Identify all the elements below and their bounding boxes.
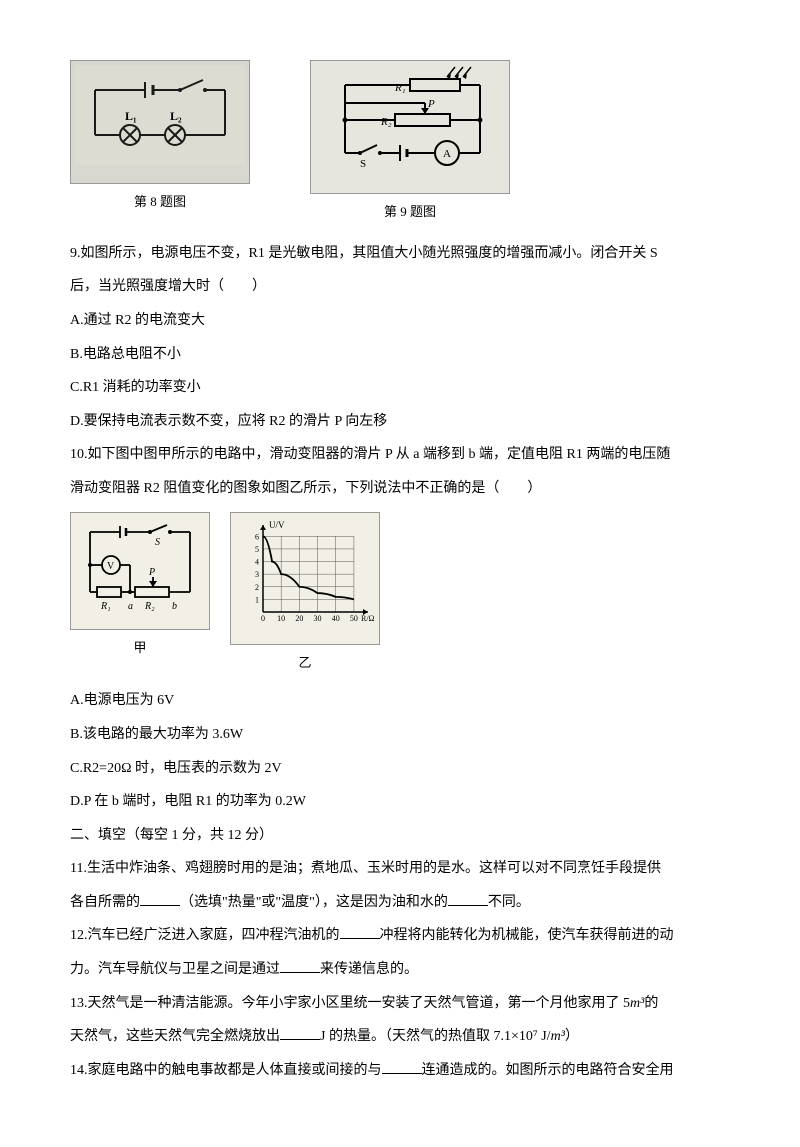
label-S10: S [155,537,160,548]
q13-p2a: 天然气，这些天然气完全燃烧放出 [70,1029,280,1044]
label-P: P [427,98,435,110]
q13-line2: 天然气，这些天然气完全燃烧放出 J 的热量。（天然气的热值取 7.1×10⁷ J/… [70,1020,730,1054]
label-R2b: R₂ [144,601,155,612]
svg-text:2: 2 [255,582,259,591]
q9-stem-2: 后，当光照强度增大时（ ） [70,270,730,304]
q11-p2a: 各自所需的 [70,895,140,910]
q11-p2c: 不同。 [488,895,530,910]
q10-opt-c: C.R2=20Ω 时，电压表的示数为 2V [70,752,730,786]
label-V: V [107,561,115,572]
q10-opt-b: B.该电路的最大功率为 3.6W [70,718,730,752]
figures-8-9: L₁ L₂ 第 8 题图 R₁ [70,60,730,227]
chart-caption-left: 甲 [70,632,210,663]
q9-stem-1: 9.如图所示，电源电压不变，R1 是光敏电阻，其阻值大小随光照强度的增强而减小。… [70,237,730,271]
blank-14-1[interactable] [382,1059,422,1074]
q13-p2d: J/ [538,1029,551,1044]
q13-p1a: 13.天然气是一种清洁能源。今年小宇家小区里统一安装了天然气管道，第一个月他家用… [70,996,630,1011]
q13-p2c: ×10⁷ [511,1029,538,1044]
section-2-heading: 二、填空（每空 1 分，共 12 分） [70,819,730,853]
q11-line2: 各自所需的 （选填"热量"或"温度"），这是因为油和水的 不同。 [70,886,730,920]
figure-9-wrap: R₁ P R₂ S [310,60,510,227]
svg-text:4: 4 [255,557,259,566]
svg-text:1: 1 [255,595,259,604]
blank-11-2[interactable] [448,891,488,906]
figure-9: R₁ P R₂ S [310,60,510,194]
q9-opt-b: B.电路总电阻不小 [70,338,730,372]
chart-caption-right: 乙 [230,647,380,678]
svg-text:30: 30 [314,614,322,623]
q12-p2a: 力。汽车导航仪与卫星之间是通过 [70,962,280,977]
label-S: S [360,158,366,170]
q13-p2e: ） [565,1029,579,1044]
q9-opt-a: A.通过 R2 的电流变大 [70,304,730,338]
q10-opt-a: A.电源电压为 6V [70,684,730,718]
q13-p1b: 的 [644,996,658,1011]
blank-12-2[interactable] [280,958,320,973]
q12-p1b: 冲程将内能转化为机械能，使汽车获得前进的动 [380,928,674,943]
label-Pb: P [148,567,155,578]
blank-11-1[interactable] [140,891,180,906]
figure-8-caption: 第 8 题图 [70,186,250,217]
figure-8-wrap: L₁ L₂ 第 8 题图 [70,60,250,227]
figure-8: L₁ L₂ [70,60,250,184]
figure-10-chart: 1 2 3 4 5 6 0 10 20 30 40 50 U/V R/Ω 乙 [230,512,380,679]
svg-text:3: 3 [255,570,259,579]
label-L1: L₁ [125,109,137,123]
figure-10-circuit: S V R₁ a [70,512,210,664]
circuit-8-svg: L₁ L₂ [75,65,245,165]
q11-line1: 11.生活中炸油条、鸡翅膀时用的是油；煮地瓜、玉米时用的是水。这样可以对不同烹饪… [70,852,730,886]
q13-unit2: m³ [551,1029,565,1044]
q10-stem-1: 10.如下图中图甲所示的电路中，滑动变阻器的滑片 P 从 a 端移到 b 端，定… [70,438,730,472]
q9-opt-d: D.要保持电流表示数不变，应将 R2 的滑片 P 向左移 [70,405,730,439]
label-A: A [443,148,451,160]
figure-9-caption: 第 9 题图 [310,196,510,227]
q14-p1a: 14.家庭电路中的触电事故都是人体直接或间接的与 [70,1063,382,1078]
q9-opt-c: C.R1 消耗的功率变小 [70,371,730,405]
q11-p2b: （选填"热量"或"温度"），这是因为油和水的 [180,895,448,910]
q12-line2: 力。汽车导航仪与卫星之间是通过 来传递信息的。 [70,953,730,987]
chart-svg: 1 2 3 4 5 6 0 10 20 30 40 50 U/V R/Ω [235,517,375,627]
label-R1: R₁ [394,82,406,94]
label-b: b [172,601,177,612]
svg-text:5: 5 [255,544,259,553]
q14-line1: 14.家庭电路中的触电事故都是人体直接或间接的与 连通造成的。如图所示的电路符合安… [70,1054,730,1088]
label-R2: R₂ [380,116,392,128]
label-R1b: R₁ [100,601,111,612]
svg-text:R/Ω: R/Ω [361,614,375,623]
label-a: a [128,601,133,612]
q14-p1b: 连通造成的。如图所示的电路符合安全用 [422,1063,674,1078]
svg-text:50: 50 [350,614,358,623]
svg-text:0: 0 [261,614,265,623]
q13-p2b: J 的热量。（天然气的热值取 7.1 [320,1029,511,1044]
svg-text:U/V: U/V [269,520,285,530]
q12-p1a: 12.汽车已经广泛进入家庭，四冲程汽油机的 [70,928,340,943]
label-L2: L₂ [170,109,182,123]
svg-text:40: 40 [332,614,340,623]
svg-text:10: 10 [277,614,285,623]
q12-line1: 12.汽车已经广泛进入家庭，四冲程汽油机的 冲程将内能转化为机械能，使汽车获得前进… [70,919,730,953]
svg-text:20: 20 [295,614,303,623]
circuit-9-svg: R₁ P R₂ S [315,65,505,175]
q10-stem-2: 滑动变阻器 R2 阻值变化的图象如图乙所示，下列说法中不正确的是（ ） [70,472,730,506]
q10-figures: S V R₁ a [70,512,730,679]
q13-unit1: m³ [630,996,644,1011]
blank-13-1[interactable] [280,1025,320,1040]
circuit-10-svg: S V R₁ a [75,517,205,612]
q10-opt-d: D.P 在 b 端时，电阻 R1 的功率为 0.2W [70,785,730,819]
q13-line1: 13.天然气是一种清洁能源。今年小宇家小区里统一安装了天然气管道，第一个月他家用… [70,987,730,1021]
svg-text:6: 6 [255,532,259,541]
blank-12-1[interactable] [340,924,380,939]
q12-p2b: 来传递信息的。 [320,962,418,977]
